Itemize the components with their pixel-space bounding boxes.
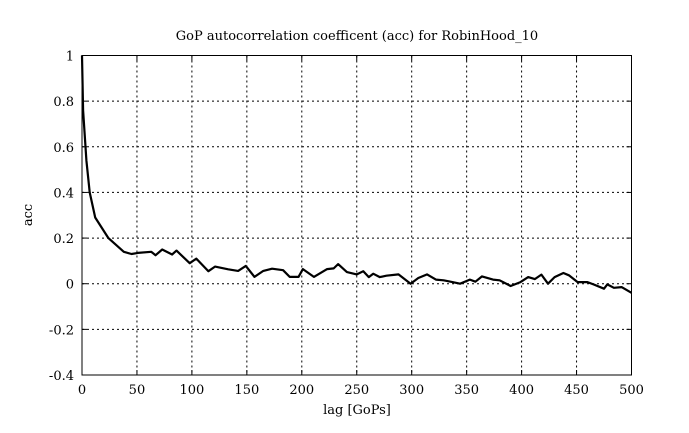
grid — [82, 55, 632, 375]
x-tick-label: 150 — [234, 383, 259, 398]
y-tick-label: 0.6 — [53, 141, 74, 156]
y-tick-label: -0.4 — [49, 369, 74, 384]
x-tick-label: 250 — [344, 383, 369, 398]
x-tick-label: 200 — [289, 383, 314, 398]
y-tick-label: -0.2 — [49, 323, 74, 338]
x-tick-label: 400 — [509, 383, 534, 398]
y-tick-label: 0 — [66, 278, 74, 293]
x-tick-label: 350 — [454, 383, 479, 398]
series-line-acc — [80, 55, 633, 294]
x-tick-label: 100 — [179, 383, 204, 398]
ticks: 0 50 100 150 200 250 300 350 400 450 500 -0.4 -0.2 0 0… — [49, 50, 644, 399]
y-tick-label: 1 — [66, 50, 74, 65]
x-tick-label: 300 — [399, 383, 424, 398]
x-tick-label: 450 — [564, 383, 589, 398]
x-tick-label: 50 — [129, 383, 146, 398]
y-tick-label: 0.8 — [53, 95, 74, 110]
y-tick-label: 0.4 — [53, 186, 74, 201]
x-axis-label: lag [GoPs] — [323, 403, 391, 418]
chart-title: GoP autocorrelation coefficent (acc) for… — [176, 29, 538, 44]
y-axis-label: acc — [21, 204, 36, 226]
x-tick-label: 0 — [78, 383, 86, 398]
y-tick-label: 0.2 — [53, 232, 74, 247]
x-tick-label: 500 — [619, 383, 644, 398]
